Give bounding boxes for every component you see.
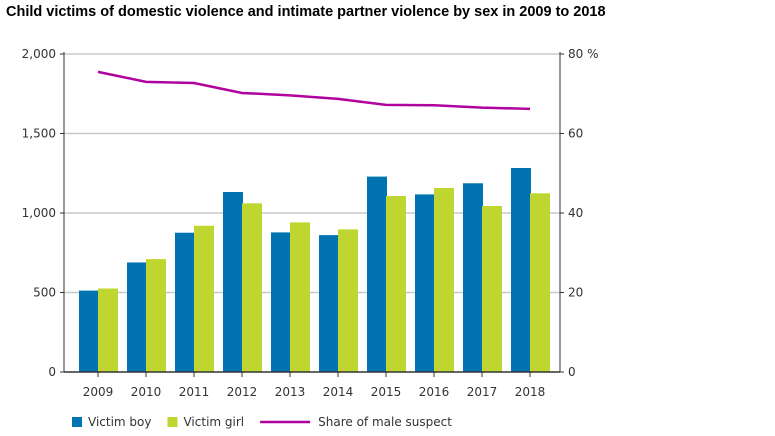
y-tick-label: 1,500: [22, 127, 56, 141]
legend-label-share-of-male-suspect: Share of male suspect: [318, 415, 452, 429]
bar-victim-boy: [223, 192, 243, 372]
x-tick-label: 2012: [227, 385, 258, 399]
y-tick-label: 0: [48, 365, 56, 379]
bar-victim-girl: [386, 195, 406, 372]
x-tick-label: 2011: [179, 385, 210, 399]
bar-victim-boy: [175, 232, 195, 372]
y2-tick-label: 60: [568, 127, 583, 141]
x-tick-label: 2009: [83, 385, 114, 399]
chart-title: Child victims of domestic violence and i…: [6, 4, 606, 20]
bar-victim-girl: [530, 193, 550, 372]
bar-victim-girl: [290, 222, 310, 372]
bar-victim-girl: [482, 206, 502, 372]
y-tick-label: 2,000: [22, 47, 56, 61]
bar-victim-boy: [367, 176, 387, 372]
bar-victim-girl: [98, 288, 118, 372]
x-tick-label: 2010: [131, 385, 162, 399]
bar-victim-boy: [463, 183, 483, 372]
bar-victim-girl: [146, 259, 166, 372]
legend-swatch-victim-girl: [167, 417, 178, 427]
x-tick-label: 2016: [419, 385, 450, 399]
y-tick-label: 500: [33, 286, 56, 300]
x-tick-label: 2013: [275, 385, 306, 399]
y2-tick-label: 80 %: [568, 47, 599, 61]
y-tick-label: 1,000: [22, 206, 56, 220]
bar-victim-girl: [434, 188, 454, 372]
x-tick-label: 2014: [323, 385, 354, 399]
legend-swatch-victim-boy: [72, 417, 82, 427]
legend-label-victim-girl: Victim girl: [183, 415, 244, 429]
bar-victim-boy: [79, 290, 99, 372]
bar-victim-boy: [511, 168, 531, 372]
bar-victim-girl: [242, 203, 262, 372]
bar-victim-girl: [194, 225, 214, 372]
x-tick-label: 2015: [371, 385, 402, 399]
y2-tick-label: 40: [568, 206, 583, 220]
x-tick-label: 2018: [515, 385, 546, 399]
y2-tick-label: 0: [568, 365, 576, 379]
bar-victim-boy: [271, 232, 291, 372]
bar-victim-girl: [338, 229, 358, 372]
bar-victim-boy: [415, 194, 435, 372]
line-share-of-male-suspect: [97, 70, 531, 111]
y2-tick-label: 20: [568, 286, 583, 300]
bar-victim-boy: [319, 235, 339, 372]
legend-label-victim-boy: Victim boy: [88, 415, 151, 429]
bar-victim-boy: [127, 262, 147, 372]
x-tick-label: 2017: [467, 385, 498, 399]
